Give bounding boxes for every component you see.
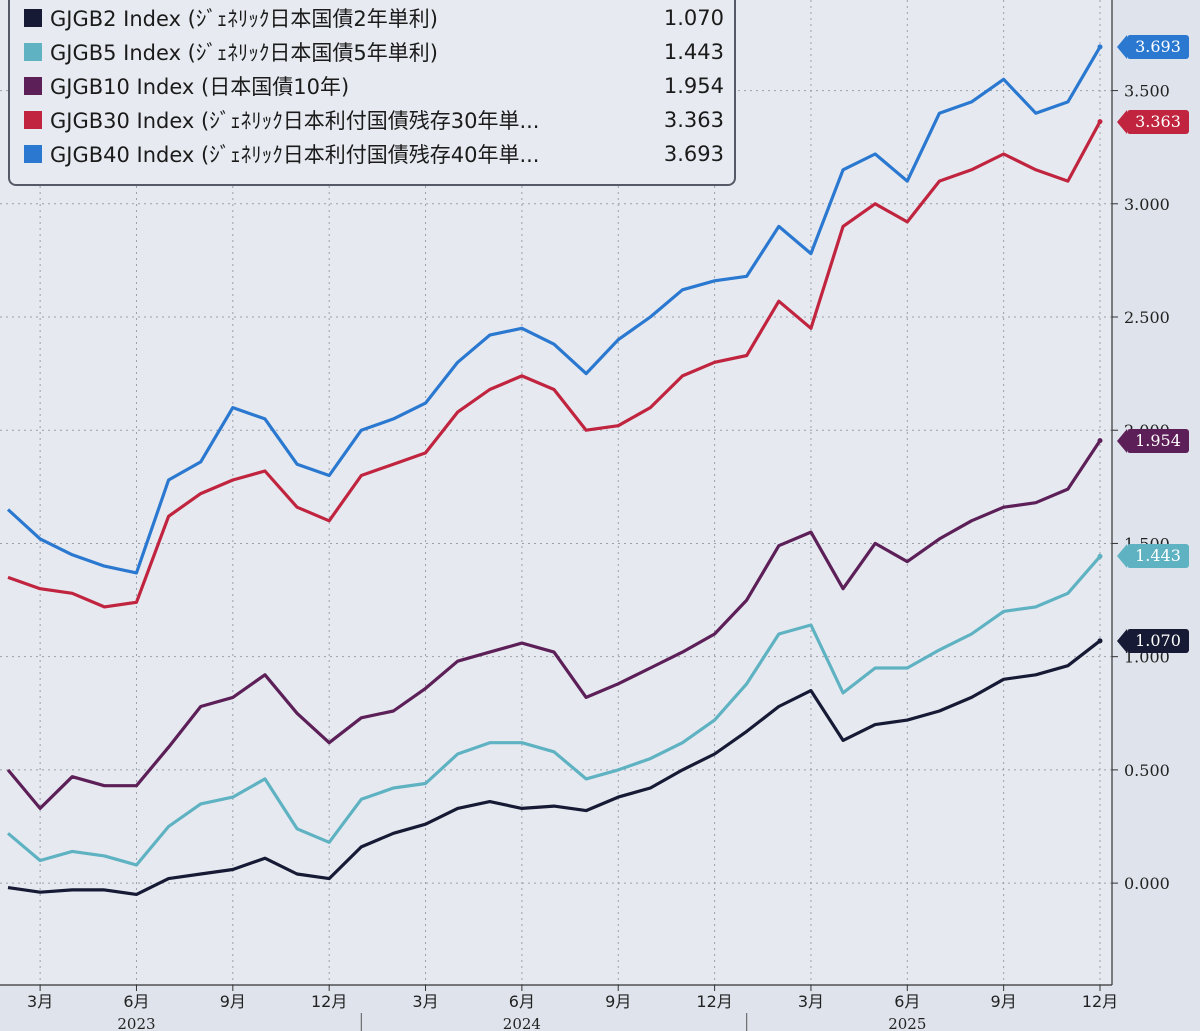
last-value-tag-gjgb5: 1.443 xyxy=(1117,544,1189,569)
legend-swatch xyxy=(24,145,42,163)
x-tick-label: 9月 xyxy=(220,992,246,1011)
x-tick-label: 12月 xyxy=(1082,992,1118,1011)
tag-pointer-icon xyxy=(1117,544,1127,569)
legend-value: 3.693 xyxy=(663,142,724,166)
legend-label: GJGB40 Index (ｼﾞｪﾈﾘｯｸ日本利付国債残存40年単... xyxy=(50,143,540,167)
x-tick-label: 6月 xyxy=(894,992,920,1011)
x-tick-label: 3月 xyxy=(798,992,824,1011)
series-endpoint xyxy=(1097,438,1103,444)
last-value-tag-gjgb40: 3.693 xyxy=(1117,34,1189,59)
y-tick-label: 2.500 xyxy=(1124,308,1170,327)
x-tick-label: 12月 xyxy=(696,992,732,1011)
x-year-label: 2025 xyxy=(888,1015,926,1031)
x-tick-label: 6月 xyxy=(509,992,535,1011)
legend-swatch xyxy=(24,43,42,61)
tag-pointer-icon xyxy=(1117,428,1127,453)
legend-item-gjgb30: GJGB30 Index (ｼﾞｪﾈﾘｯｸ日本利付国債残存30年単... 3.3… xyxy=(24,104,724,136)
y-tick-label: 0.500 xyxy=(1124,761,1170,780)
last-value-tag-gjgb2: 1.070 xyxy=(1117,628,1189,653)
x-tick-label: 3月 xyxy=(27,992,53,1011)
series-endpoint xyxy=(1097,638,1103,644)
tag-pointer-icon xyxy=(1117,34,1127,59)
tag-pointer-icon xyxy=(1117,628,1127,653)
y-tick-label: 0.000 xyxy=(1124,874,1170,893)
legend-value: 3.363 xyxy=(663,108,724,132)
series-line-3 xyxy=(7,120,1102,609)
series-line-2 xyxy=(6,439,1102,811)
series-line-0 xyxy=(7,639,1101,897)
series-line-1 xyxy=(6,555,1102,867)
legend-item-gjgb40: GJGB40 Index (ｼﾞｪﾈﾘｯｸ日本利付国債残存40年単... 3.6… xyxy=(24,138,724,170)
legend-swatch xyxy=(24,9,42,27)
x-tick-label: 9月 xyxy=(605,992,631,1011)
y-tick-label: 3.500 xyxy=(1124,82,1170,101)
legend: GJGB2 Index (ｼﾞｪﾈﾘｯｸ日本国債2年単利) 1.070 GJGB… xyxy=(8,0,736,186)
x-year-label: 2023 xyxy=(117,1015,155,1031)
tag-pointer-icon xyxy=(1117,109,1127,134)
legend-item-gjgb2: GJGB2 Index (ｼﾞｪﾈﾘｯｸ日本国債2年単利) 1.070 xyxy=(24,2,724,34)
y-tick-label: 3.000 xyxy=(1124,195,1170,214)
legend-label: GJGB10 Index (日本国債10年) xyxy=(50,75,350,99)
legend-swatch xyxy=(24,111,42,129)
series-endpoint xyxy=(1097,553,1103,559)
series-endpoint xyxy=(1097,119,1103,125)
legend-item-gjgb5: GJGB5 Index (ｼﾞｪﾈﾘｯｸ日本国債5年単利) 1.443 xyxy=(24,36,724,68)
series-line-4 xyxy=(6,46,1102,575)
legend-item-gjgb10: GJGB10 Index (日本国債10年) 1.954 xyxy=(24,70,724,102)
legend-label: GJGB2 Index (ｼﾞｪﾈﾘｯｸ日本国債2年単利) xyxy=(50,7,438,31)
x-year-label: 2024 xyxy=(503,1015,541,1031)
legend-value: 1.954 xyxy=(663,74,724,98)
legend-label: GJGB5 Index (ｼﾞｪﾈﾘｯｸ日本国債5年単利) xyxy=(50,41,438,65)
legend-label: GJGB30 Index (ｼﾞｪﾈﾘｯｸ日本利付国債残存30年単... xyxy=(50,109,540,133)
x-tick-label: 6月 xyxy=(123,992,149,1011)
last-value-tag-gjgb10: 1.954 xyxy=(1117,428,1189,453)
last-value-tag-gjgb30: 3.363 xyxy=(1117,109,1189,134)
x-tick-label: 9月 xyxy=(991,992,1017,1011)
legend-value: 1.443 xyxy=(663,40,724,64)
x-tick-label: 3月 xyxy=(412,992,438,1011)
legend-value: 1.070 xyxy=(663,6,724,30)
x-tick-label: 12月 xyxy=(311,992,347,1011)
legend-swatch xyxy=(24,77,42,95)
series-endpoint xyxy=(1097,44,1103,50)
